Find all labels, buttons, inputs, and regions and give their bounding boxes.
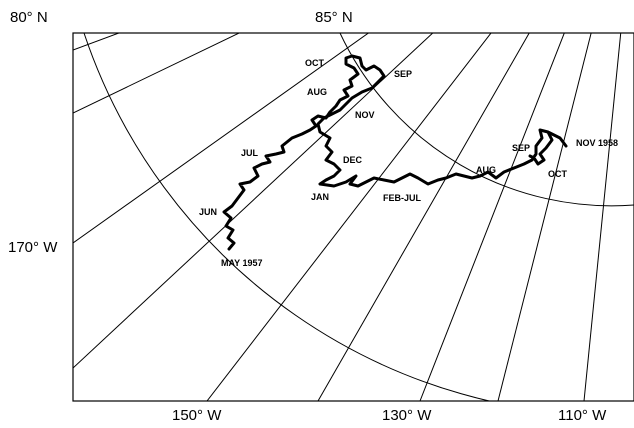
meridian-line [73, 33, 121, 51]
track-label-dec: DEC [343, 155, 363, 165]
track-label-jul: JUL [241, 148, 259, 158]
longitude-label-130w: 130° W [382, 407, 432, 424]
track-label-oct-1958: OCT [548, 169, 568, 179]
graticule [73, 33, 634, 401]
track-label-oct-1957: OCT [305, 58, 325, 68]
latitude-circle-80n [83, 33, 492, 401]
meridian-line [317, 33, 530, 401]
track-label-jan: JAN [311, 192, 329, 202]
latitude-circle-85n [339, 33, 634, 207]
meridian-line [206, 33, 492, 401]
track-label-sep-1958: SEP [512, 143, 530, 153]
longitude-label-110w: 110° W [558, 407, 607, 424]
meridian-line [73, 33, 241, 114]
longitude-label-170w: 170° W [8, 239, 58, 256]
meridian-line [73, 33, 434, 369]
track-label-aug-1957: AUG [307, 87, 327, 97]
drift-track [222, 54, 568, 251]
latitude-label-85n: 85° N [315, 9, 353, 26]
map-frame [72, 32, 634, 402]
longitude-label-150w: 150° W [172, 407, 222, 424]
track-label-sep-1957: SEP [394, 69, 412, 79]
track-label-nov-1958: NOV 1958 [576, 138, 618, 148]
meridian-line [583, 33, 622, 401]
meridian-line [73, 33, 370, 244]
track-label-feb-jul: FEB-JUL [383, 193, 422, 203]
track-label-jun: JUN [199, 207, 217, 217]
meridian-line [419, 33, 565, 401]
track-label-may-1957: MAY 1957 [221, 258, 263, 268]
track-label-aug-1958: AUG [476, 165, 496, 175]
meridian-line [497, 33, 592, 401]
track-label-nov-1957: NOV [355, 110, 375, 120]
latitude-label-80n: 80° N [10, 9, 48, 26]
